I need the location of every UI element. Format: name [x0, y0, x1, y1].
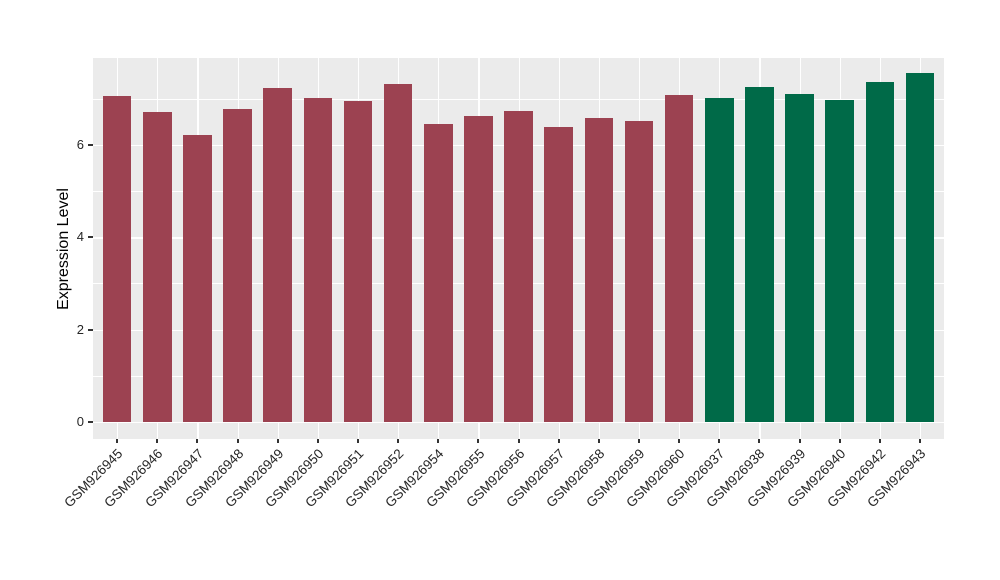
x-tick-mark — [156, 439, 159, 443]
y-tick-mark-2 — [88, 328, 93, 331]
bar-GSM926946 — [143, 111, 172, 422]
x-tick-mark — [557, 439, 560, 443]
y-tick-mark-6 — [88, 143, 93, 146]
bar-GSM926942 — [865, 82, 894, 422]
bar-GSM926958 — [584, 118, 613, 422]
bar-GSM926954 — [424, 124, 453, 422]
bar-GSM926939 — [785, 94, 814, 422]
y-tick-label-2: 2 — [76, 321, 84, 337]
x-tick-mark — [718, 439, 721, 443]
bar-GSM926950 — [303, 98, 332, 422]
x-tick-mark — [196, 439, 199, 443]
x-tick-mark — [637, 439, 640, 443]
y-tick-mark-4 — [88, 236, 93, 239]
bar-GSM926947 — [183, 134, 212, 422]
bar-GSM926951 — [343, 100, 373, 422]
x-tick-mark — [276, 439, 279, 443]
x-tick-mark — [477, 439, 480, 443]
bar-GSM926938 — [745, 87, 774, 422]
bar-GSM926937 — [705, 97, 734, 422]
bar-GSM926940 — [825, 100, 854, 422]
bar-GSM926960 — [664, 94, 694, 422]
x-tick-mark — [758, 439, 761, 443]
x-tick-mark — [116, 439, 119, 443]
y-tick-label-6: 6 — [76, 136, 84, 152]
bar-GSM926948 — [223, 108, 252, 422]
x-tick-mark — [798, 439, 801, 443]
x-tick-mark — [678, 439, 681, 443]
x-tick-mark — [356, 439, 359, 443]
bar-GSM926945 — [102, 96, 132, 422]
x-tick-mark — [316, 439, 319, 443]
x-tick-mark — [236, 439, 239, 443]
y-axis-title: Expression Level — [55, 188, 72, 310]
bar-GSM926959 — [624, 120, 654, 422]
bar-GSM926955 — [464, 116, 493, 422]
x-tick-mark — [597, 439, 600, 443]
y-tick-mark-0 — [88, 421, 93, 423]
y-tick-label-4: 4 — [76, 229, 84, 245]
x-tick-mark — [517, 439, 520, 443]
x-tick-mark — [397, 439, 400, 443]
bar-GSM926943 — [905, 73, 935, 422]
bar-GSM926956 — [504, 111, 533, 422]
bar-GSM926957 — [544, 127, 573, 422]
bar-GSM926949 — [263, 88, 292, 422]
x-tick-mark — [838, 439, 841, 443]
x-tick-mark — [878, 439, 881, 443]
x-tick-mark — [437, 439, 440, 443]
y-tick-label-0: 0 — [76, 414, 84, 429]
x-tick-mark — [918, 439, 921, 443]
bar-GSM926952 — [383, 83, 413, 422]
